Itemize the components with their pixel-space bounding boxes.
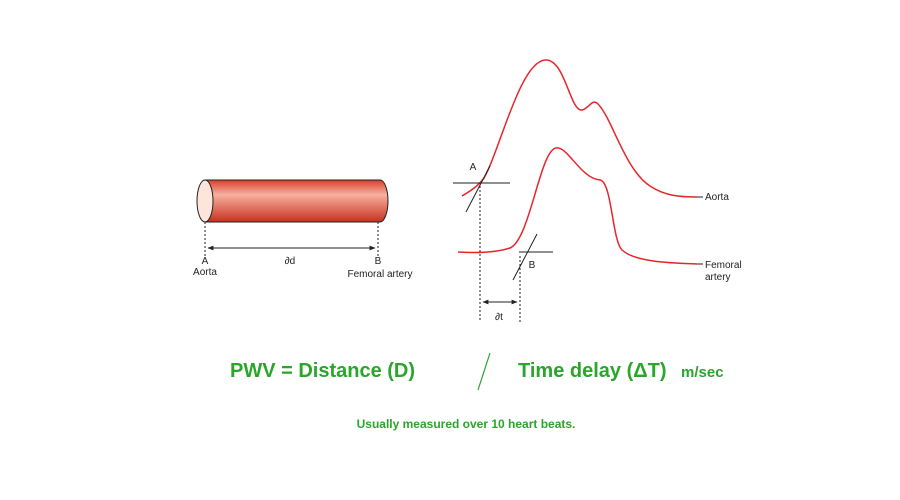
label: artery — [705, 272, 731, 283]
label: ∂d — [285, 256, 296, 267]
label: B — [375, 256, 382, 267]
division-slash — [477, 352, 491, 391]
tangent — [512, 233, 538, 281]
tangent — [465, 165, 491, 213]
femoral-wave — [457, 147, 698, 265]
label: A — [470, 162, 477, 173]
label: A — [202, 256, 209, 267]
label: Aorta — [193, 267, 217, 278]
note: Usually measured over 10 heart beats. — [357, 417, 576, 431]
aorta-wave — [461, 59, 698, 198]
label: Femoral artery — [347, 269, 412, 280]
label: Aorta — [705, 192, 729, 203]
artery-tube — [196, 179, 389, 223]
label: ∂t — [495, 312, 503, 323]
label: Femoral — [705, 260, 742, 271]
label: B — [529, 260, 536, 271]
formula-unit: m/sec — [681, 364, 724, 381]
formula-right: Time delay (ΔT) — [518, 360, 667, 382]
formula-left: PWV = Distance (D) — [230, 360, 415, 382]
